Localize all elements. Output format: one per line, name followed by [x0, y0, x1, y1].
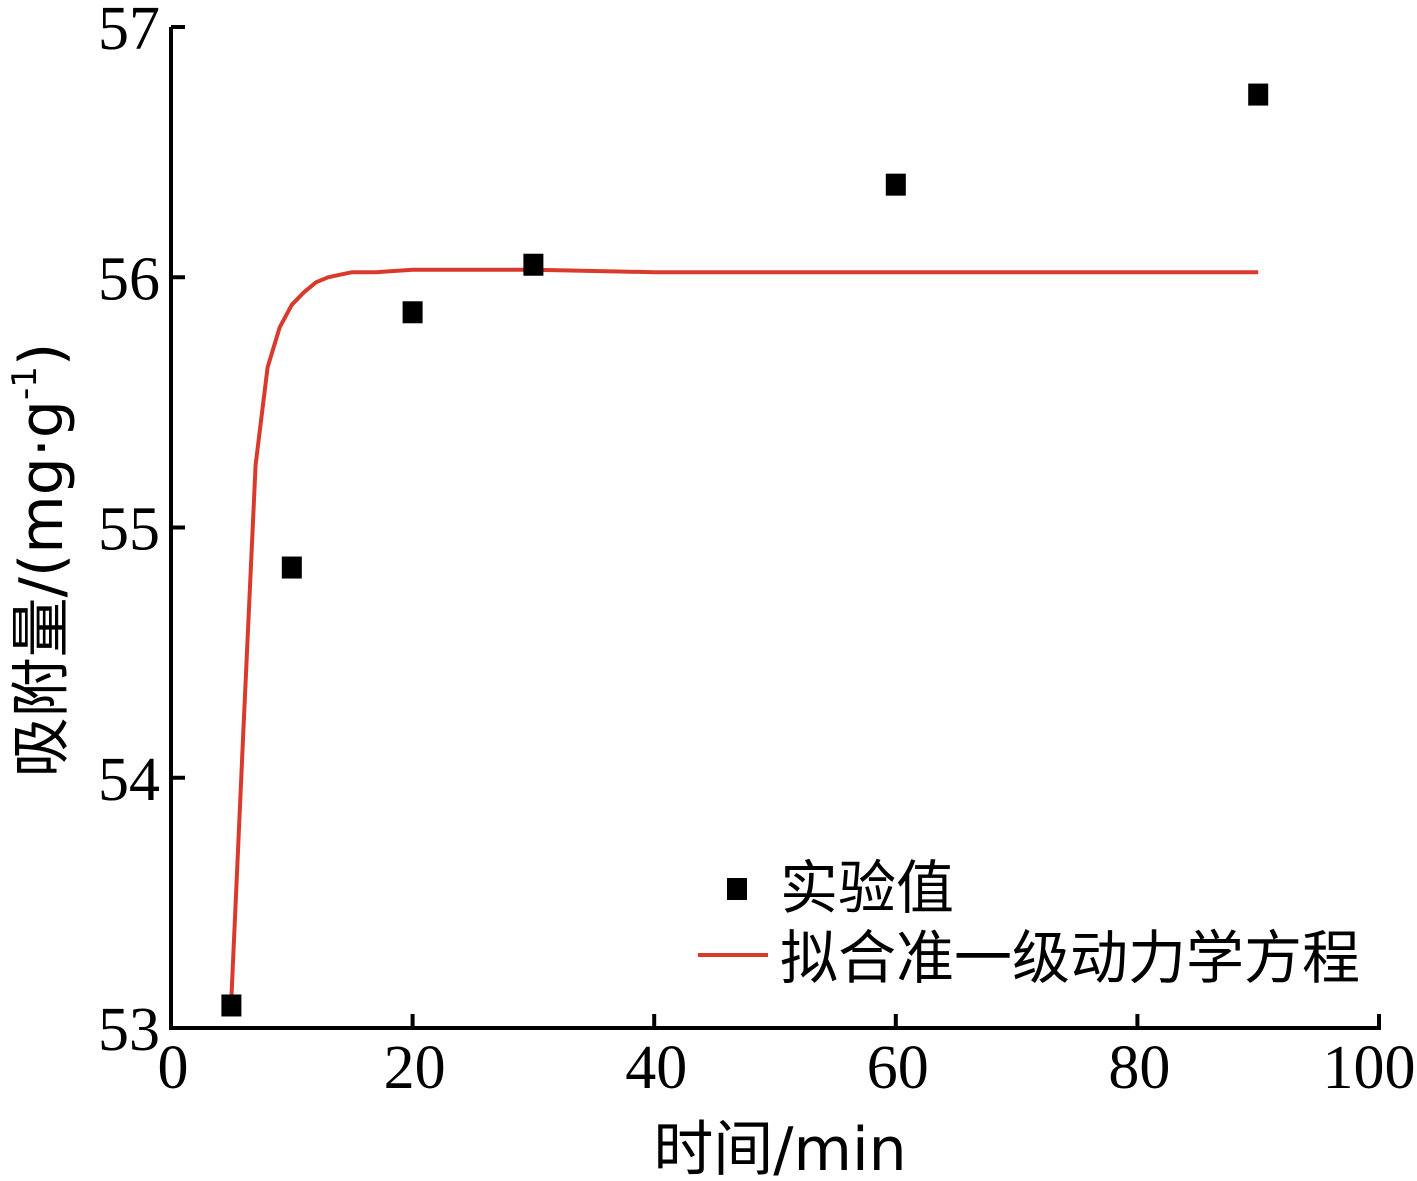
x-tick-label: 80 — [1108, 1034, 1170, 1102]
x-tick-label: 100 — [1323, 1034, 1416, 1102]
data-point — [402, 301, 423, 324]
x-tick-label: 40 — [625, 1034, 687, 1102]
x-tick-label: 0 — [158, 1034, 189, 1102]
y-tick-label: 55 — [98, 496, 160, 564]
legend-marker-experimental — [727, 878, 747, 900]
points-layer — [221, 83, 1269, 1017]
data-point — [281, 556, 302, 579]
y-tick-label: 57 — [98, 0, 160, 63]
x-axis-title: 时间/min — [653, 1115, 906, 1181]
y-axis-title-tail: ) — [7, 343, 77, 366]
y-axis-title-sup: -1 — [5, 366, 45, 400]
data-point — [523, 253, 544, 276]
y-axis-title: 吸附量/(mg·g-1) — [5, 343, 77, 778]
x-tick-label: 60 — [867, 1034, 929, 1102]
fit-line — [229, 267, 1259, 999]
data-point — [221, 994, 242, 1017]
y-axis-title-main: 吸附量/(mg·g — [7, 400, 77, 777]
y-tick-label: 54 — [98, 746, 160, 814]
legend-label-fit: 拟合准一级动力学方程 — [780, 924, 1360, 992]
fit-line-layer — [229, 267, 1259, 999]
legend: 实验值 拟合准一级动力学方程 — [698, 854, 1360, 992]
legend-label-experimental: 实验值 — [780, 854, 954, 922]
y-tick-label: 56 — [98, 245, 160, 313]
data-point — [885, 173, 906, 196]
axes — [169, 27, 1381, 1030]
y-tick-label: 53 — [98, 996, 160, 1064]
x-ticks: 0 20 40 60 80 100 — [158, 1014, 1416, 1102]
data-point — [1248, 83, 1269, 106]
x-tick-label: 20 — [384, 1034, 446, 1102]
y-ticks: 53 54 55 56 57 — [98, 0, 185, 1064]
